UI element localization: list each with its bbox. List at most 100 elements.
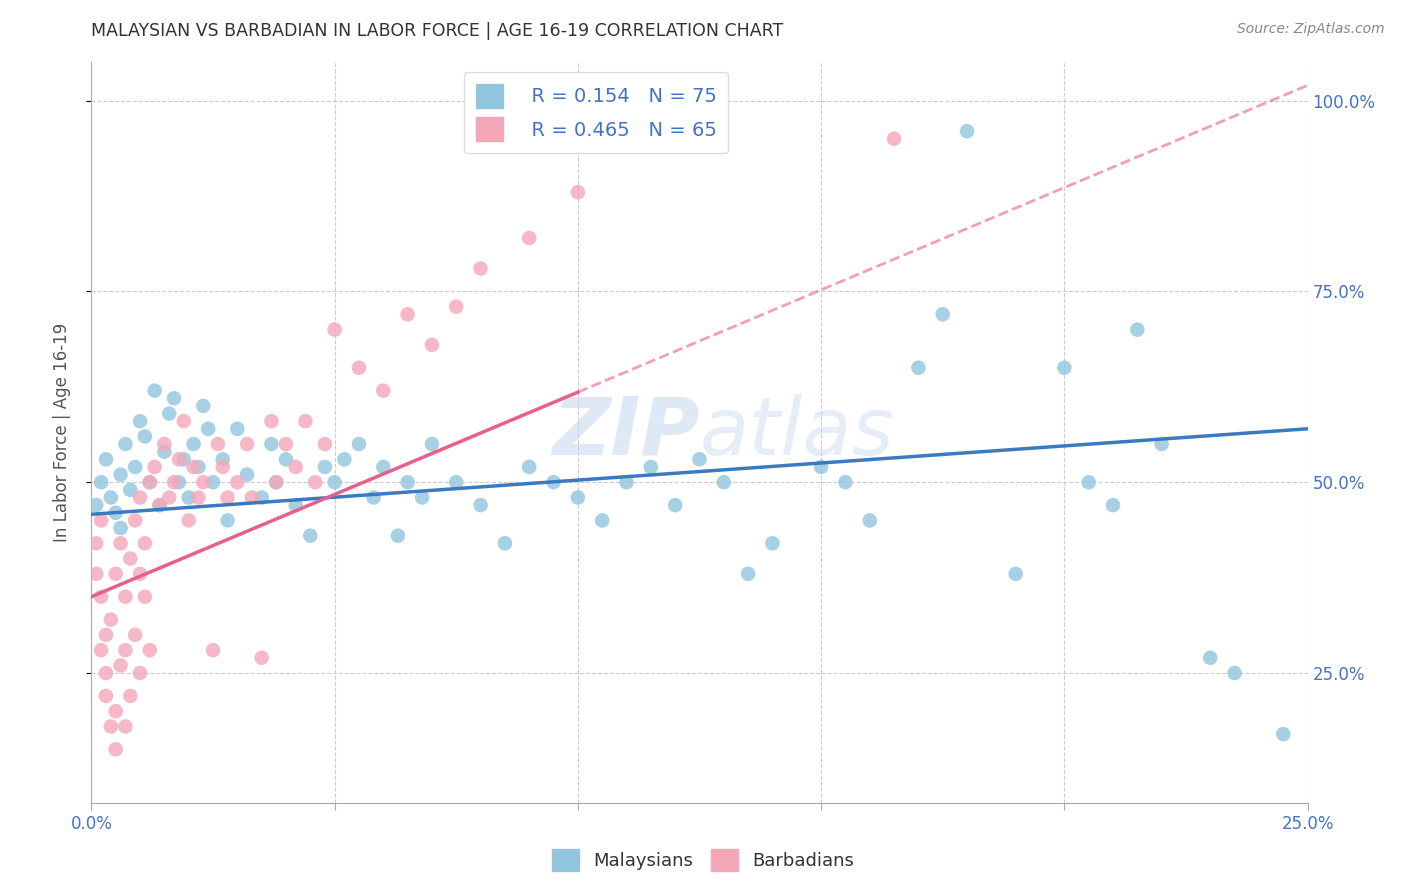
Point (1272, 727, 1295, 741)
Point (1077, 475, 1099, 490)
Text: MALAYSIAN VS BARBADIAN IN LABOR FORCE | AGE 16-19 CORRELATION CHART: MALAYSIAN VS BARBADIAN IN LABOR FORCE | … (91, 22, 783, 40)
Point (173, 452, 195, 467)
Point (1199, 650, 1222, 665)
Point (250, 650, 273, 665)
Point (114, 437, 136, 451)
Point (153, 444, 176, 458)
Legend: Malaysians, Barbadians: Malaysians, Barbadians (544, 842, 862, 879)
Point (226, 422, 249, 436)
Point (104, 704, 127, 718)
Point (183, 460, 205, 475)
Point (396, 307, 419, 321)
Point (90, 475, 112, 490)
Point (640, 460, 662, 475)
Point (240, 491, 263, 505)
Point (264, 475, 287, 490)
Point (104, 742, 127, 756)
Point (713, 475, 735, 490)
Point (470, 261, 492, 276)
Point (284, 498, 307, 512)
Point (114, 590, 136, 604)
Point (761, 536, 783, 550)
Text: atlas: atlas (699, 393, 894, 472)
Point (143, 460, 166, 475)
Point (193, 399, 215, 413)
Point (294, 414, 316, 428)
Point (90, 513, 112, 527)
Point (193, 475, 215, 490)
Point (363, 491, 385, 505)
Point (333, 452, 356, 467)
Point (517, 231, 540, 245)
Point (202, 475, 225, 490)
Point (217, 513, 239, 527)
Point (859, 513, 882, 527)
Point (94, 666, 117, 681)
Point (129, 414, 152, 428)
Point (314, 460, 336, 475)
Point (323, 475, 346, 490)
Point (387, 529, 409, 543)
Point (163, 475, 186, 490)
Point (274, 452, 297, 467)
Text: ZIP: ZIP (553, 393, 699, 472)
Point (90, 643, 112, 657)
Point (110, 536, 132, 550)
Point (120, 551, 142, 566)
Point (100, 491, 122, 505)
Point (148, 498, 170, 512)
Point (124, 460, 146, 475)
Point (197, 422, 219, 436)
Point (347, 360, 370, 375)
Point (810, 460, 832, 475)
Point (100, 613, 122, 627)
Point (1150, 437, 1173, 451)
Point (187, 491, 209, 505)
Point (94, 628, 117, 642)
Point (110, 521, 132, 535)
Point (217, 491, 239, 505)
Point (134, 536, 156, 550)
Point (373, 384, 395, 398)
Point (444, 300, 467, 314)
Point (314, 437, 336, 451)
Point (226, 475, 249, 490)
Point (250, 491, 273, 505)
Point (411, 491, 433, 505)
Point (124, 628, 146, 642)
Point (664, 498, 686, 512)
Point (567, 491, 589, 505)
Point (120, 689, 142, 703)
Point (323, 322, 346, 336)
Point (1126, 322, 1149, 336)
Point (100, 719, 122, 733)
Point (1053, 360, 1076, 375)
Point (931, 307, 953, 321)
Point (444, 475, 467, 490)
Point (90, 590, 112, 604)
Point (211, 452, 233, 467)
Point (956, 124, 979, 138)
Point (129, 491, 152, 505)
Point (124, 513, 146, 527)
Point (274, 437, 297, 451)
Point (1004, 566, 1026, 581)
Point (264, 475, 287, 490)
Point (347, 437, 370, 451)
Point (260, 437, 283, 451)
Point (84, 536, 107, 550)
Point (420, 437, 443, 451)
Point (114, 719, 136, 733)
Point (1223, 666, 1246, 681)
Point (260, 414, 283, 428)
Point (543, 475, 565, 490)
Point (84, 566, 107, 581)
Point (157, 407, 180, 421)
Point (517, 460, 540, 475)
Point (163, 391, 186, 405)
Point (1102, 498, 1125, 512)
Point (299, 529, 322, 543)
Point (470, 498, 492, 512)
Point (143, 384, 166, 398)
Y-axis label: In Labor Force | Age 16-19: In Labor Force | Age 16-19 (52, 323, 70, 542)
